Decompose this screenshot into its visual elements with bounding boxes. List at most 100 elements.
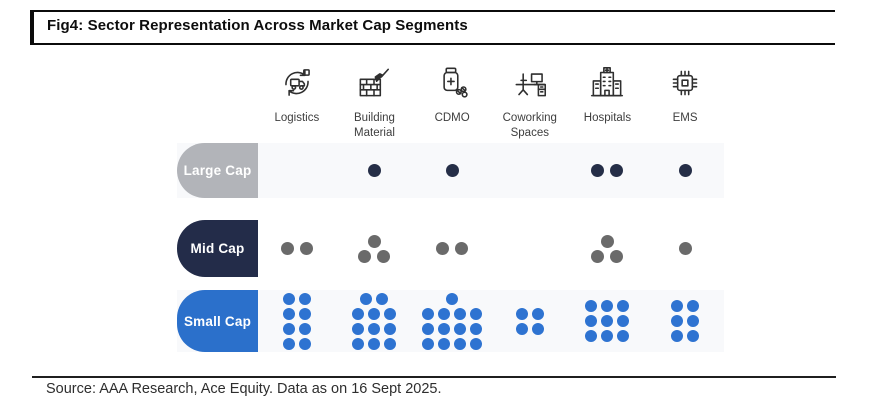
company-dot	[280, 242, 294, 255]
hospitals-icon	[586, 58, 628, 104]
company-dot	[358, 249, 372, 263]
building-material-icon	[353, 58, 395, 104]
title-accent-bar	[30, 10, 34, 45]
dot-line	[282, 337, 311, 350]
company-dot	[352, 307, 365, 320]
company-dot	[436, 242, 450, 255]
dot-line	[515, 307, 544, 320]
dot-line	[591, 249, 624, 263]
company-dot	[376, 292, 389, 305]
marketcap-rows: Large Cap Mid Cap Small Cap	[177, 143, 724, 352]
cell-small-cap-hospitals	[569, 290, 647, 352]
column-label: CDMO	[434, 112, 470, 124]
dot-line	[591, 164, 624, 177]
company-dot	[298, 307, 311, 320]
cell-small-cap-coworking-spaces	[491, 290, 569, 352]
company-dot	[531, 307, 544, 320]
cell-large-cap-hospitals	[569, 143, 647, 198]
column-header-cdmo: CDMO	[413, 58, 491, 141]
company-dot	[687, 315, 700, 327]
company-dot	[352, 337, 365, 350]
company-dot	[600, 234, 614, 248]
company-dot	[687, 300, 700, 312]
company-dot	[610, 249, 624, 263]
cell-small-cap-building-material	[336, 290, 414, 352]
dot-line	[282, 307, 311, 320]
dot-line	[678, 242, 692, 255]
row-pill-mid-cap: Mid Cap	[177, 220, 258, 277]
column-headers: Logistics Building Material CDMO Coworking …	[258, 58, 724, 141]
dot-line	[282, 292, 311, 305]
company-dot	[454, 307, 467, 320]
dot-line	[367, 164, 381, 177]
column-header-hospitals: Hospitals	[569, 58, 647, 141]
row-cells	[258, 143, 724, 198]
dot-line	[422, 322, 483, 335]
dot-line	[585, 315, 630, 327]
cell-large-cap-building-material	[336, 143, 414, 198]
company-dot	[601, 300, 614, 312]
dot-line	[446, 292, 459, 305]
company-dot	[438, 337, 451, 350]
company-dot	[282, 337, 295, 350]
company-dot	[591, 164, 605, 177]
company-dot	[368, 322, 381, 335]
company-dot	[585, 300, 598, 312]
company-dot	[617, 300, 630, 312]
dot-line	[422, 337, 483, 350]
company-dot	[470, 337, 483, 350]
dot-line	[600, 234, 614, 248]
row-pill-large-cap: Large Cap	[177, 143, 258, 198]
company-dot	[282, 322, 295, 335]
company-dot	[299, 242, 313, 255]
dot-line	[280, 242, 313, 255]
cell-mid-cap-cdmo	[413, 220, 491, 277]
column-label: Coworking Spaces	[502, 112, 557, 139]
top-rule	[32, 10, 835, 12]
cell-small-cap-logistics	[258, 290, 336, 352]
logistics-icon	[276, 58, 318, 104]
company-dot	[515, 322, 528, 335]
company-dot	[531, 322, 544, 335]
cell-mid-cap-coworking-spaces	[491, 220, 569, 277]
cap-row-large-cap: Large Cap	[177, 143, 724, 198]
dot-line	[671, 330, 700, 342]
dot-line	[585, 330, 630, 342]
company-dot	[298, 337, 311, 350]
column-header-building-material: Building Material	[336, 58, 414, 141]
cdmo-icon	[431, 58, 473, 104]
company-dot	[377, 249, 391, 263]
cell-small-cap-cdmo	[413, 290, 491, 352]
company-dot	[384, 307, 397, 320]
column-header-ems: EMS	[646, 58, 724, 141]
dot-line	[352, 337, 397, 350]
cell-large-cap-cdmo	[413, 143, 491, 198]
coworking-spaces-icon	[509, 58, 551, 104]
column-label: EMS	[672, 112, 698, 124]
title-underline-rule	[32, 43, 835, 45]
cell-large-cap-coworking-spaces	[491, 143, 569, 198]
column-header-coworking-spaces: Coworking Spaces	[491, 58, 569, 141]
dot-line	[585, 300, 630, 312]
cell-mid-cap-ems	[646, 220, 724, 277]
figure-title: Fig4: Sector Representation Across Marke…	[47, 17, 468, 34]
cell-large-cap-ems	[646, 143, 724, 198]
cell-mid-cap-hospitals	[569, 220, 647, 277]
company-dot	[368, 307, 381, 320]
column-label: Logistics	[274, 112, 320, 124]
company-dot	[617, 330, 630, 342]
company-dot	[352, 322, 365, 335]
row-pill-small-cap: Small Cap	[177, 290, 258, 352]
ems-icon	[664, 58, 706, 104]
dot-line	[352, 322, 397, 335]
row-cells	[258, 290, 724, 352]
company-dot	[367, 234, 381, 248]
company-dot	[678, 242, 692, 255]
dot-line	[678, 164, 692, 177]
cap-row-small-cap: Small Cap	[177, 290, 724, 352]
column-label: Building Material	[354, 112, 395, 139]
company-dot	[360, 292, 373, 305]
cap-row-mid-cap: Mid Cap	[177, 220, 724, 277]
company-dot	[470, 307, 483, 320]
